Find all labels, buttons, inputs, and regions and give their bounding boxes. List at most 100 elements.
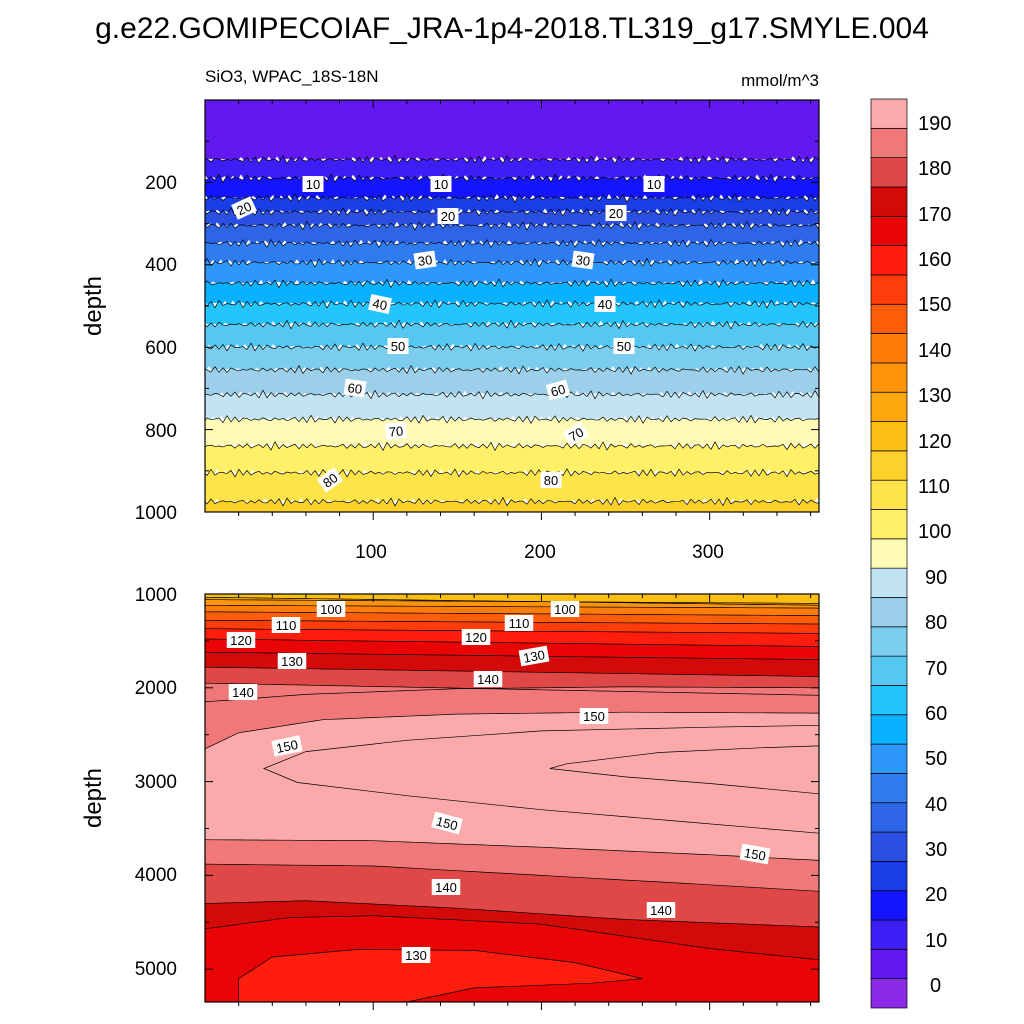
contour-band [205,652,819,677]
colorbar-box [870,421,908,452]
contour-label-box [316,601,346,617]
contour-line [205,682,819,696]
lower-y-tick-label: 2000 [135,678,177,699]
contour-label-box [739,843,771,865]
colorbar-box [870,538,908,569]
colorbar-tick-label: 30 [925,839,947,861]
contour-label-text: 40 [598,297,612,312]
contour-label-text: 30 [575,252,591,269]
contour-band [205,628,819,647]
contour-label-box [413,250,437,270]
contour-label: 130 [518,645,550,667]
contour-label: 140 [228,684,258,700]
contour-line [205,238,819,249]
contour-label: 40 [594,296,616,312]
lower-contour-labels: 100 100 110 110 120 120 130 130 140 140 150 150 150 1… [226,601,771,963]
contour-label-text: 150 [583,709,605,724]
contour-line [205,220,819,231]
upper-y-tick-labels: 200 400 600 800 1000 [135,173,177,524]
colorbar-tick-labels: 0 10 20 30 40 50 60 70 80 90 100 110 120… [918,113,951,997]
lower-panel: 100 100 110 110 120 120 130 130 140 140 150 150 150 1… [80,585,820,1010]
contour-label-box [401,947,431,963]
lower-y-tick-label: 5000 [135,959,177,980]
contour-label-text: 140 [232,685,254,700]
contour-band [205,279,819,308]
contour-label-text: 140 [435,880,457,895]
contour-line [205,342,819,352]
contour-label-text: 10 [306,177,320,192]
colorbar-box [870,743,908,774]
contour-label-box [437,208,459,224]
contour-band [205,173,819,203]
contour-line [205,900,819,928]
x-tick-label: 300 [692,542,724,563]
contour-label-text: 30 [417,252,433,269]
contour-band [238,949,643,1002]
contour-label-text: 110 [276,618,297,633]
contour-line [205,915,819,961]
colorbar-tick-label: 90 [925,567,947,589]
colorbar-box [870,802,908,833]
colorbar-tick-label: 20 [925,884,947,906]
contour-label-box [594,296,616,312]
upper-y-tick-label: 1000 [135,503,177,524]
contour-line [205,711,819,750]
upper-contour-fill [205,100,819,512]
contour-label: 110 [504,615,534,631]
contour-band [205,239,819,267]
contour-band [205,497,819,512]
contour-label-box [545,379,571,401]
contour-line [205,468,819,478]
contour-label-text: 40 [371,296,388,314]
contour-band [205,221,819,248]
colorbar-box [870,567,908,598]
colorbar-box [870,919,908,950]
upper-contour-lines [205,154,819,507]
contour-label-box [431,811,463,835]
contour-label: 150 [271,735,303,757]
contour-label-text: 50 [391,339,405,354]
lower-contour-fill [205,594,819,1002]
contour-line [205,441,819,452]
contour-label-text: 10 [434,177,448,192]
colorbar-box [870,861,908,892]
upper-y-tick-label: 400 [145,255,177,276]
lower-y-tick-labels: 1000 2000 3000 4000 5000 [135,585,177,980]
contour-band [205,390,819,424]
colorbar-tick-label: 70 [925,658,947,680]
contour-label-box [431,879,461,895]
contour-label-box [461,629,491,645]
colorbar-boxes [870,98,908,1009]
colorbar-tick-label: 140 [918,340,951,362]
contour-label-text: 130 [405,948,427,963]
colorbar-tick-label: 180 [918,158,951,180]
lower-y-axis-title: depth [80,768,107,828]
contour-line [205,192,819,203]
contour-label-box [226,632,256,648]
contour-label-box [271,617,301,633]
contour-label-box [271,735,303,757]
colorbar-tick-label: 10 [925,930,947,952]
chart-title: g.e22.GOMIPECOIAF_JRA-1p4-2018.TL319_g17… [95,12,929,45]
contour-label: 10 [643,176,665,192]
contour-band [205,639,819,660]
units-label: mmol/m^3 [741,71,819,90]
colorbar: 0 10 20 30 40 50 60 70 80 90 100 110 120… [870,98,951,1009]
contour-label-text: 120 [465,630,487,645]
colorbar-tick-label: 40 [925,794,947,816]
contour-label-text: 50 [617,339,631,354]
contour-band [205,415,819,451]
contour-line [205,686,819,703]
contour-label-text: 150 [743,845,767,864]
contour-label-box [384,422,408,440]
contour-label-text: 10 [647,177,661,192]
upper-y-tick-label: 200 [145,173,177,194]
contour-label-text: 60 [347,380,363,397]
contour-label: 10 [430,176,452,192]
colorbar-tick-label: 50 [925,748,947,770]
contour-label: 140 [646,902,676,918]
contour-label: 70 [562,421,590,447]
contour-label-box [643,176,665,192]
contour-label: 150 [579,708,609,724]
